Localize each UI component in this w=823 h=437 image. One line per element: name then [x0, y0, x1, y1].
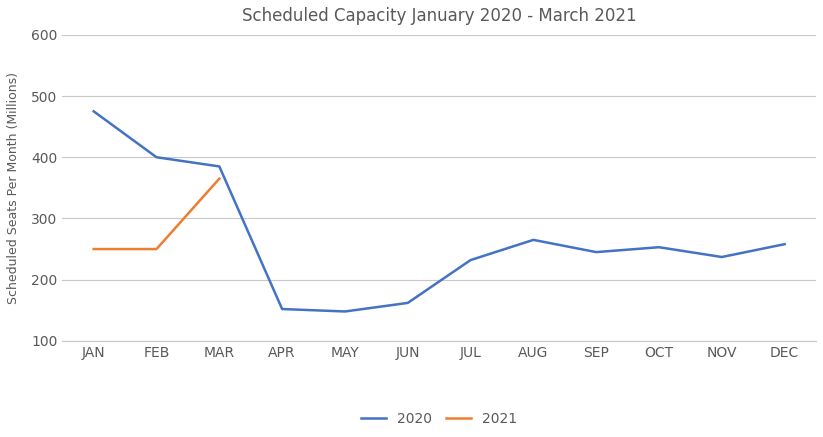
2020 [717, 254, 727, 260]
2020 [466, 257, 476, 263]
Line: 2020: 2020 [94, 111, 784, 312]
2020 [214, 164, 224, 169]
2021 [89, 246, 99, 252]
2021 [214, 176, 224, 181]
Title: Scheduled Capacity January 2020 - March 2021: Scheduled Capacity January 2020 - March … [242, 7, 636, 25]
2020 [89, 109, 99, 114]
2020 [151, 155, 161, 160]
2020 [779, 242, 789, 247]
2020 [340, 309, 350, 314]
Legend: 2020, 2021: 2020, 2021 [356, 407, 523, 432]
2020 [402, 300, 412, 305]
2020 [528, 237, 538, 243]
2020 [591, 250, 601, 255]
2021 [151, 246, 161, 252]
Line: 2021: 2021 [94, 179, 219, 249]
2020 [654, 245, 664, 250]
Y-axis label: Scheduled Seats Per Month (Millions): Scheduled Seats Per Month (Millions) [7, 72, 20, 304]
2020 [277, 306, 287, 312]
